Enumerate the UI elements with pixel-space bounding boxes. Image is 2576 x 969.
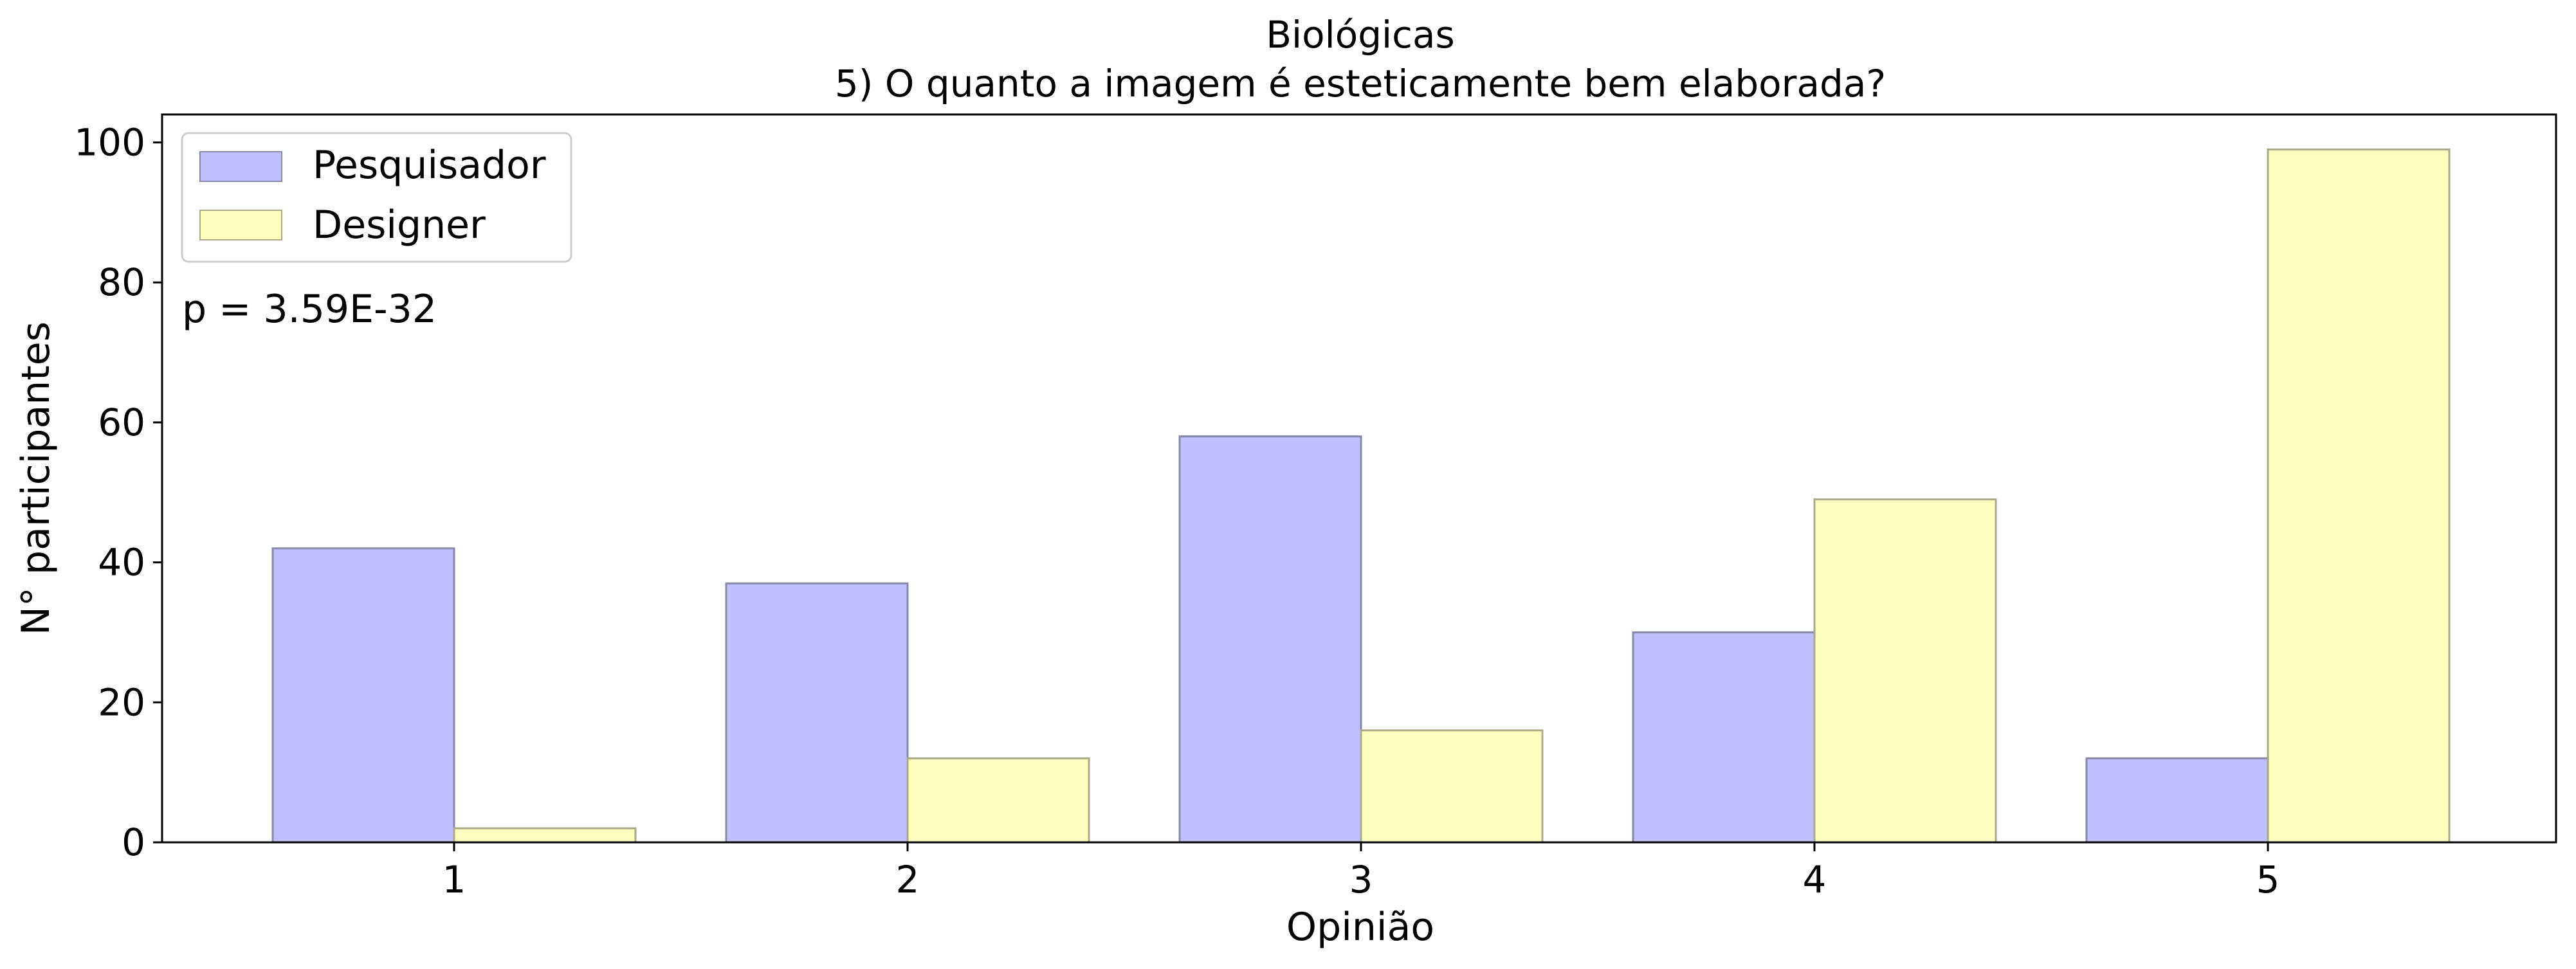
y-tick-label: 40: [98, 541, 145, 584]
legend-label-designer: Designer: [313, 203, 486, 248]
bar-pesquisador-5: [2085, 757, 2269, 844]
bar-designer-3: [1360, 729, 1544, 844]
y-tick-label: 80: [98, 260, 145, 304]
bar-pesquisador-3: [1178, 435, 1362, 844]
bar-designer-1: [453, 827, 637, 844]
legend-swatch-pesquisador: [199, 151, 282, 182]
x-tick-label: 2: [896, 858, 920, 901]
legend-swatch-designer: [199, 210, 282, 240]
bars-group: [271, 148, 2451, 844]
y-tick-label: 100: [74, 121, 145, 165]
y-axis: 0 20 40 60 80 100: [74, 121, 162, 864]
p-value-annotation: p = 3.59E-32: [182, 287, 437, 332]
bar-designer-2: [906, 757, 1090, 844]
bar-designer-4: [1813, 498, 1997, 844]
x-axis: 1 2 3 4 5: [443, 842, 2280, 901]
x-tick-label: 3: [1349, 858, 1373, 901]
legend-label-pesquisador: Pesquisador: [313, 143, 546, 188]
x-tick-label: 1: [443, 858, 466, 901]
legend: Pesquisador Designer: [181, 132, 572, 263]
x-axis-label: Opinião: [1286, 905, 1434, 950]
y-tick-label: 0: [122, 820, 145, 864]
x-tick-label: 5: [2256, 858, 2280, 901]
chart-subtitle: 5) O quanto a imagem é esteticamente bem…: [835, 62, 1886, 105]
y-axis-label: N° participantes: [14, 321, 59, 635]
chart-title: Biológicas: [1266, 13, 1455, 57]
y-tick-label: 60: [98, 401, 145, 444]
bar-pesquisador-4: [1632, 631, 1816, 844]
y-tick-label: 20: [98, 680, 145, 724]
x-tick-label: 4: [1803, 858, 1827, 901]
bar-pesquisador-1: [271, 547, 455, 844]
bar-designer-5: [2267, 148, 2451, 844]
plot-frame: [161, 113, 2557, 844]
bar-pesquisador-2: [725, 582, 909, 844]
